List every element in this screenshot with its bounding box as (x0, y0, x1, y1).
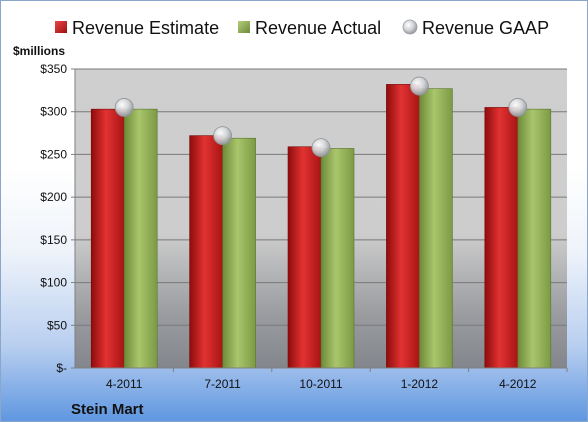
bar-revenue-actual (222, 137, 256, 369)
bar-revenue-estimate (189, 135, 223, 369)
legend-label-revenue-gaap: Revenue GAAP (422, 18, 549, 38)
bar-revenue-actual (517, 108, 552, 369)
bar-revenue-estimate (484, 107, 519, 369)
y-tick-label: $350 (40, 62, 67, 76)
x-tick-label: 10-2011 (299, 377, 342, 391)
bar-revenue-estimate (386, 84, 420, 369)
legend-swatch-revenue-estimate (55, 21, 67, 33)
legend: Revenue Estimate Revenue Actual Revenue … (55, 18, 549, 38)
gaap-markers (114, 76, 528, 157)
y-tick-label: $150 (40, 233, 67, 247)
marker-revenue-gaap (213, 126, 233, 146)
y-tick-label: $100 (40, 276, 67, 290)
company-name: Stein Mart (71, 401, 144, 418)
bar-revenue-actual (123, 108, 158, 369)
legend-label-revenue-actual: Revenue Actual (255, 18, 381, 38)
bar-revenue-estimate (287, 146, 322, 369)
x-tick-label: 4-2011 (106, 377, 143, 391)
x-tick-label: 1-2012 (401, 377, 439, 391)
legend-swatch-revenue-actual (238, 21, 250, 33)
bars (90, 84, 552, 369)
marker-revenue-gaap (311, 138, 331, 157)
bar-revenue-actual (320, 148, 355, 369)
marker-revenue-gaap (409, 76, 429, 96)
y-tick-label: $50 (47, 318, 67, 332)
x-tick-label: 4-2012 (499, 377, 537, 391)
x-tick-label: 7-2011 (204, 377, 241, 391)
y-tick-label: $300 (40, 105, 67, 119)
y-tick-label: $250 (40, 147, 67, 161)
x-axis-ticks: 4-2011 7-2011 10-2011 1-2012 4-2012 (106, 368, 568, 391)
marker-revenue-gaap (114, 98, 134, 117)
y-axis-ticks: $- $50 $100 $150 $200 $250 $300 $350 (40, 62, 75, 375)
bar-revenue-estimate (90, 108, 125, 369)
y-axis-unit-label: $millions (13, 44, 65, 58)
bar-revenue-actual (419, 88, 453, 369)
legend-label-revenue-estimate: Revenue Estimate (72, 18, 219, 38)
legend-swatch-revenue-gaap (402, 19, 418, 35)
y-tick-label: $- (56, 361, 67, 375)
y-tick-label: $200 (40, 190, 67, 204)
marker-revenue-gaap (508, 98, 528, 117)
